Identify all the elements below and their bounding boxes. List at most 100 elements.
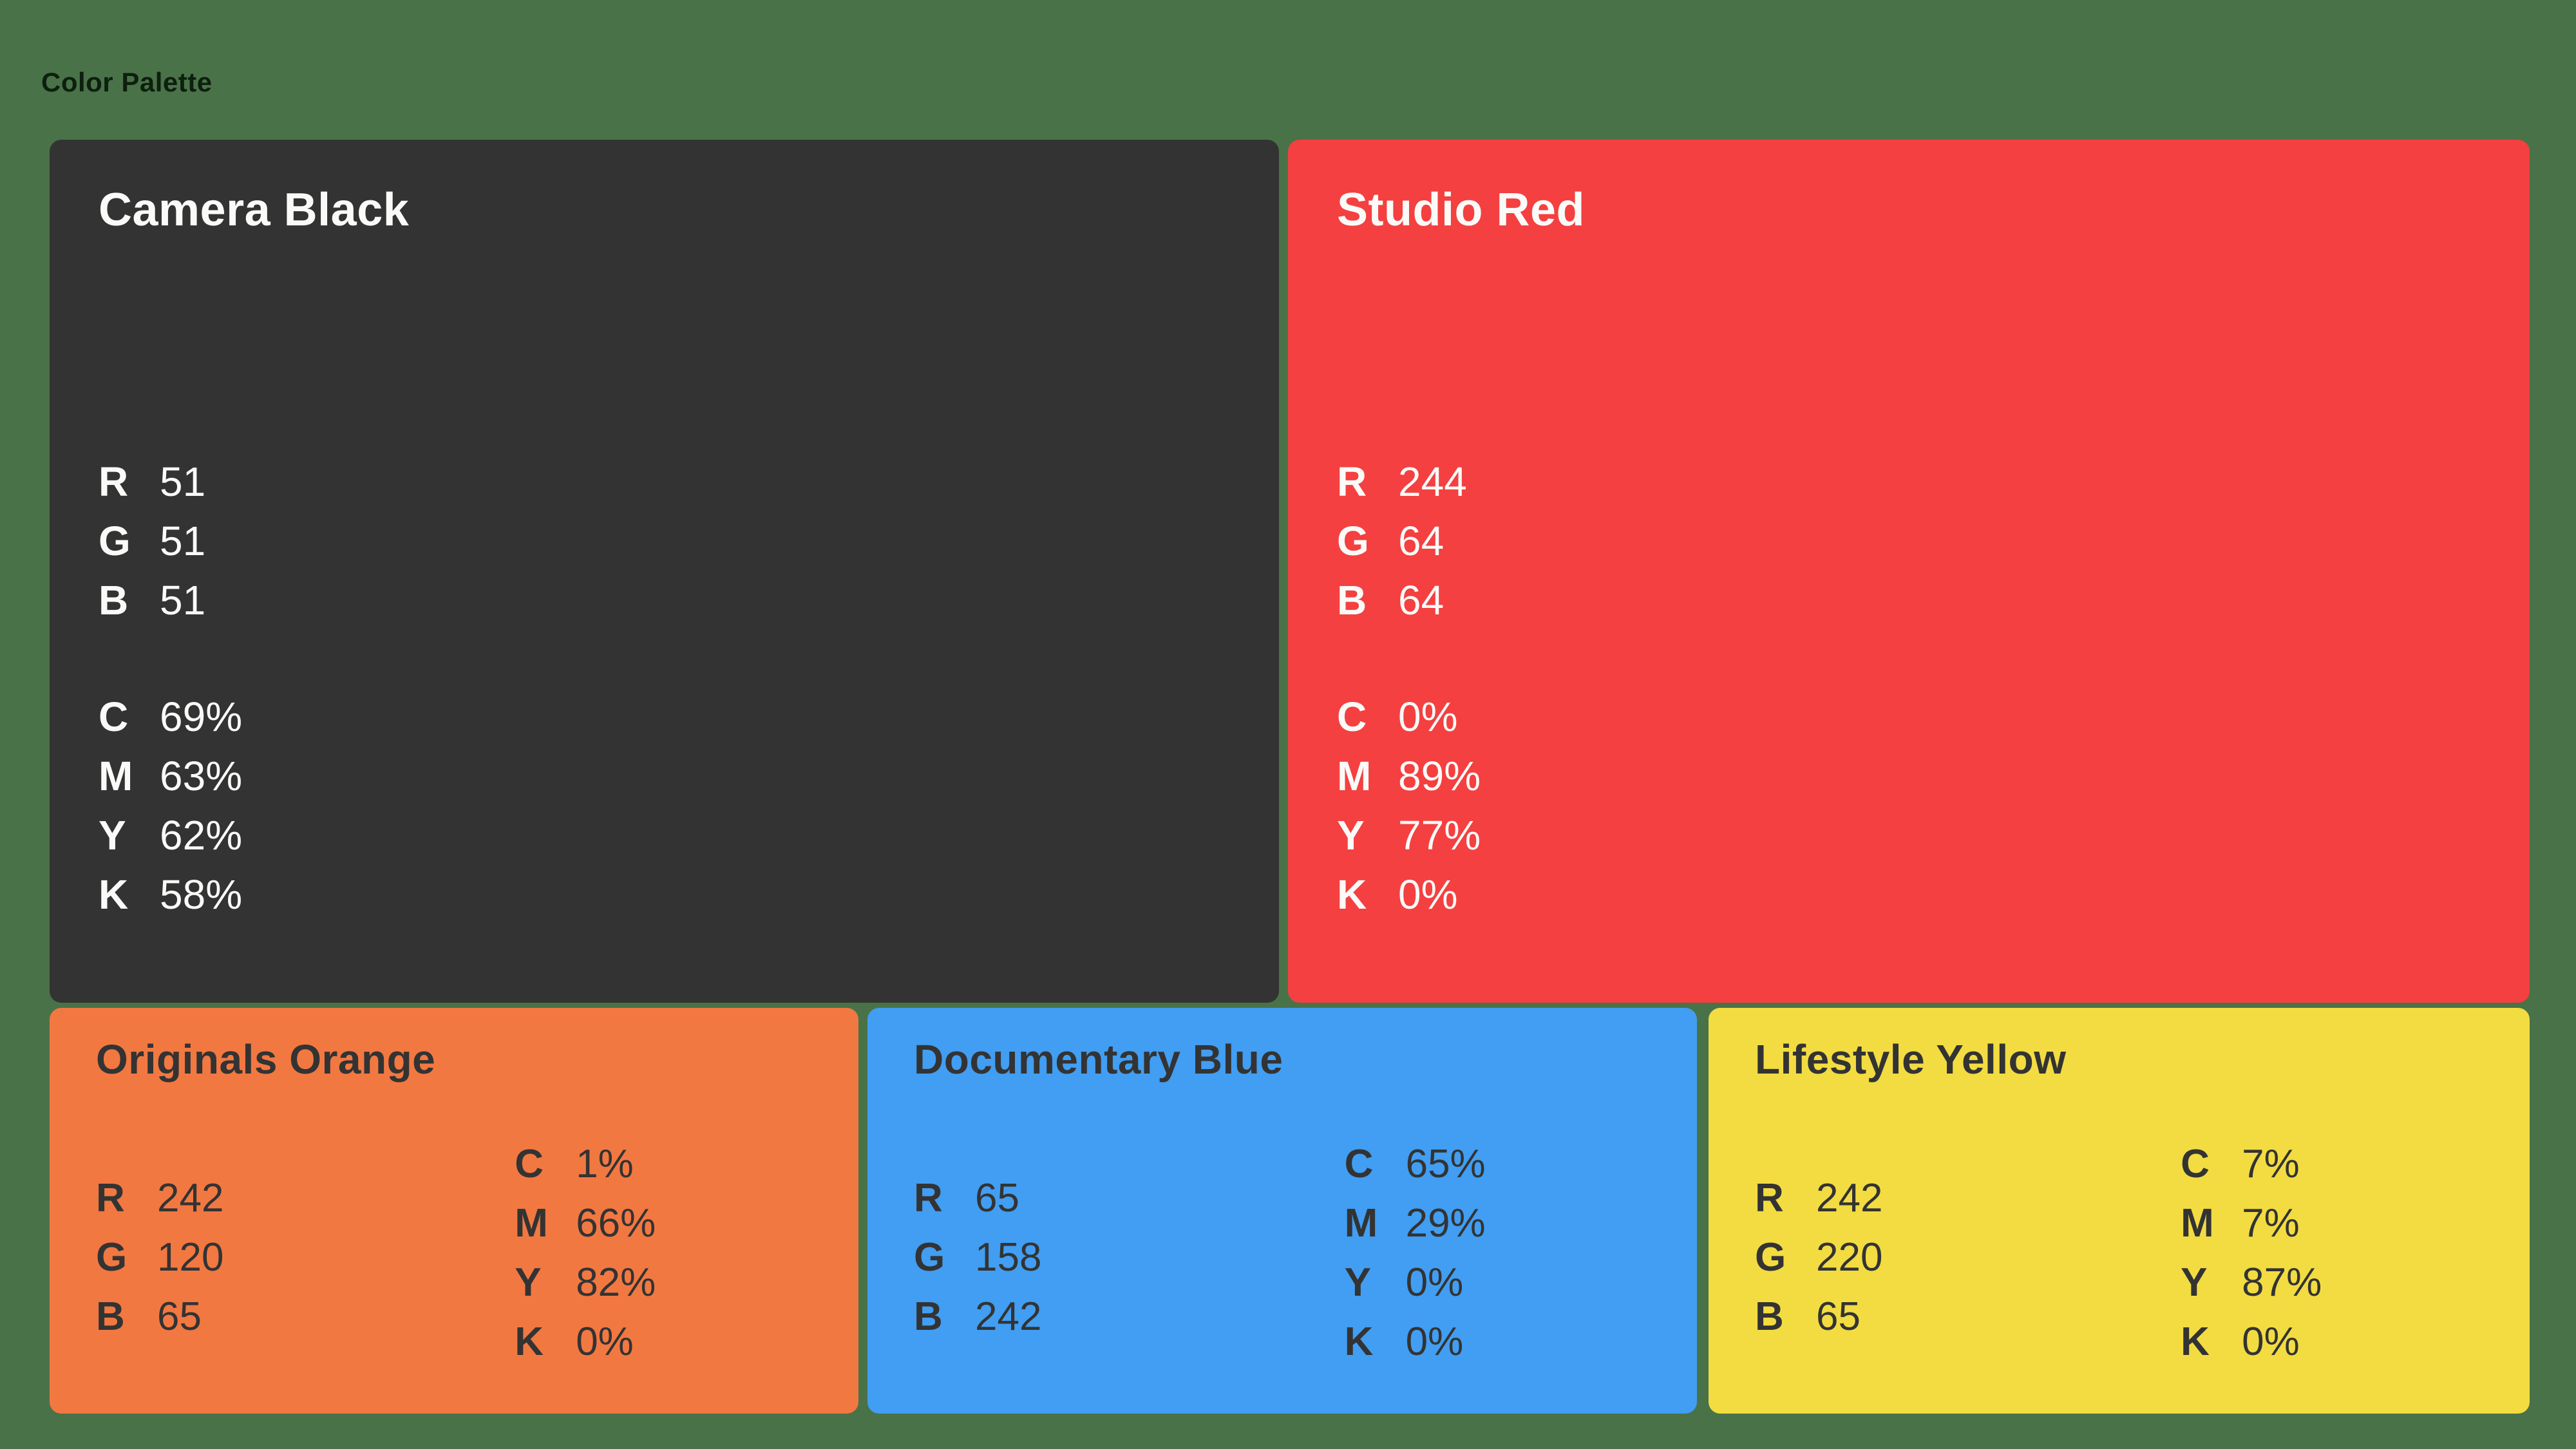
channel-label: B [99, 577, 129, 623]
cmyk-values: C 7% M 7% Y 87% K 0% [2181, 1135, 2322, 1372]
channel-value: 220 [1816, 1235, 1883, 1280]
cmyk-row-k: K 0% [1345, 1312, 1486, 1372]
channel-label: C [515, 1142, 544, 1186]
swatch-title: Camera Black [99, 184, 410, 236]
swatch-title: Lifestyle Yellow [1755, 1036, 2067, 1083]
channel-label: R [1337, 459, 1367, 505]
channel-value: 0% [1405, 1260, 1464, 1305]
rgb-row-g: G 158 [914, 1228, 1041, 1287]
channel-label: C [1344, 1142, 1374, 1186]
rgb-values: R 244 G 64 B 64 [1337, 452, 1467, 630]
channel-label: G [1755, 1235, 1786, 1280]
cmyk-row-c: C 0% [1337, 687, 1481, 746]
rgb-row-g: G 220 [1755, 1228, 1882, 1287]
channel-value: 77% [1398, 812, 1481, 858]
rgb-values: R 242 G 120 B 65 [96, 1169, 223, 1347]
cmyk-row-y: Y 87% [2181, 1253, 2322, 1312]
rgb-row-r: R 244 [1337, 452, 1467, 511]
rgb-row-r: R 65 [914, 1169, 1041, 1228]
channel-label: Y [515, 1260, 542, 1305]
channel-label: M [515, 1201, 548, 1245]
rgb-values: R 51 G 51 B 51 [99, 452, 205, 630]
channel-value: 242 [975, 1294, 1042, 1339]
cmyk-row-c: C 69% [99, 687, 242, 746]
cmyk-row-y: Y 82% [515, 1253, 656, 1312]
channel-label: Y [1337, 812, 1365, 858]
swatch-card-originals-orange: Originals Orange R 242 G 120 B 65 C 1% M 66% … [50, 1008, 858, 1414]
channel-label: G [914, 1235, 945, 1280]
cmyk-row-m: M 66% [515, 1194, 656, 1253]
channel-label: G [99, 518, 131, 564]
channel-label: C [99, 694, 129, 740]
channel-label: K [99, 871, 129, 918]
cmyk-values: C 65% M 29% Y 0% K 0% [1345, 1135, 1486, 1372]
cmyk-row-y: Y 0% [1345, 1253, 1486, 1312]
channel-value: 242 [1816, 1176, 1883, 1220]
channel-label: M [1337, 753, 1372, 799]
swatch-card-camera-black: Camera Black R 51 G 51 B 51 C 69% M 63% Y 62% … [50, 140, 1279, 1003]
channel-value: 51 [160, 518, 206, 564]
channel-value: 64 [1398, 577, 1444, 623]
channel-value: 63% [160, 753, 243, 799]
cmyk-row-k: K 0% [1337, 865, 1481, 924]
page-title: Color Palette [41, 67, 213, 97]
cmyk-row-m: M 29% [1345, 1194, 1486, 1253]
cmyk-values: C 1% M 66% Y 82% K 0% [515, 1135, 656, 1372]
channel-value: 29% [1405, 1201, 1486, 1245]
channel-value: 51 [160, 577, 206, 623]
swatch-card-documentary-blue: Documentary Blue R 65 G 158 B 242 C 65% M 29%… [867, 1008, 1697, 1414]
swatch-title: Studio Red [1337, 184, 1585, 236]
channel-value: 158 [975, 1235, 1042, 1280]
rgb-row-b: B 51 [99, 571, 205, 630]
channel-value: 0% [576, 1320, 634, 1364]
channel-value: 87% [2242, 1260, 2322, 1305]
channel-label: M [99, 753, 133, 799]
channel-label: K [2181, 1320, 2210, 1364]
rgb-row-g: G 120 [96, 1228, 223, 1287]
channel-label: K [515, 1320, 544, 1364]
channel-label: R [96, 1176, 125, 1220]
channel-label: G [96, 1235, 128, 1280]
channel-value: 65 [157, 1294, 202, 1339]
channel-label: M [1344, 1201, 1378, 1245]
channel-value: 66% [576, 1201, 656, 1245]
channel-value: 58% [160, 871, 243, 918]
rgb-row-b: B 64 [1337, 571, 1467, 630]
channel-value: 82% [576, 1260, 656, 1305]
cmyk-row-m: M 7% [2181, 1194, 2322, 1253]
channel-value: 69% [160, 694, 243, 740]
cmyk-row-k: K 0% [515, 1312, 656, 1372]
cmyk-row-m: M 63% [99, 746, 242, 806]
channel-value: 62% [160, 812, 243, 858]
channel-label: B [1755, 1294, 1784, 1339]
channel-value: 0% [1405, 1320, 1464, 1364]
channel-label: Y [99, 812, 126, 858]
channel-value: 0% [2242, 1320, 2300, 1364]
cmyk-row-k: K 0% [2181, 1312, 2322, 1372]
channel-label: G [1337, 518, 1369, 564]
channel-value: 89% [1398, 753, 1481, 799]
cmyk-row-m: M 89% [1337, 746, 1481, 806]
channel-label: C [1337, 694, 1367, 740]
channel-label: Y [1344, 1260, 1371, 1305]
cmyk-row-y: Y 77% [1337, 806, 1481, 865]
cmyk-row-c: C 1% [515, 1135, 656, 1194]
channel-label: M [2181, 1201, 2214, 1245]
rgb-row-b: B 65 [1755, 1287, 1882, 1347]
channel-value: 120 [157, 1235, 224, 1280]
channel-label: K [1344, 1320, 1374, 1364]
cmyk-row-k: K 58% [99, 865, 242, 924]
rgb-row-g: G 64 [1337, 511, 1467, 571]
rgb-row-g: G 51 [99, 511, 205, 571]
channel-value: 0% [1398, 694, 1458, 740]
channel-value: 7% [2242, 1201, 2300, 1245]
channel-value: 0% [1398, 871, 1458, 918]
channel-value: 65% [1405, 1142, 1486, 1186]
cmyk-values: C 69% M 63% Y 62% K 58% [99, 687, 242, 924]
channel-label: R [914, 1176, 943, 1220]
rgb-row-r: R 242 [96, 1169, 223, 1228]
rgb-values: R 242 G 220 B 65 [1755, 1169, 1882, 1347]
channel-label: B [914, 1294, 943, 1339]
